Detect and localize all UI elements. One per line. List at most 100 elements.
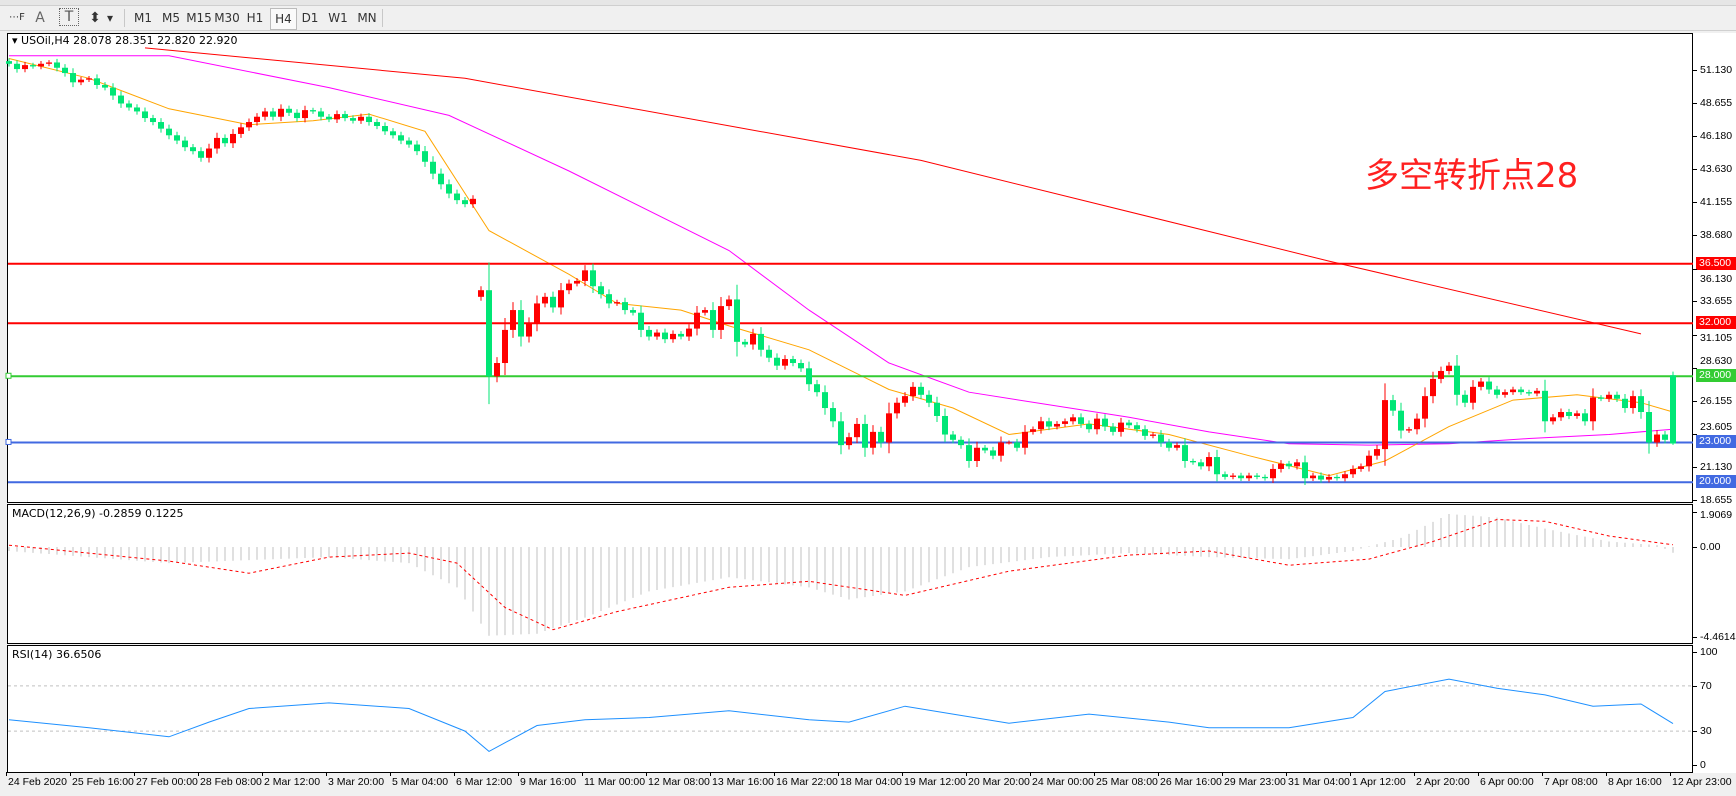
candle-body [102,84,108,88]
candle-body [310,110,316,112]
timeframe-m5[interactable]: M5 [162,11,180,25]
candle-body [1206,457,1212,467]
candle-body [6,61,12,64]
candle-body [1486,381,1492,390]
price-tick-label: 51.130 [1700,64,1733,76]
candle-body [1022,431,1028,448]
timeframe-w1[interactable]: W1 [328,11,348,25]
timeframe-m1[interactable]: M1 [134,11,152,25]
candle-body [1078,417,1084,424]
candle-body [438,173,444,185]
axis-tick [1693,652,1697,653]
date-axis-label: 5 Mar 04:00 [392,776,449,788]
rsi-panel[interactable] [7,645,1693,773]
ma-fast-line [8,58,1674,477]
toolbar-separator [382,9,383,27]
candle-body [846,437,852,446]
date-axis-label: 8 Apr 16:00 [1608,776,1662,788]
date-axis-label: 25 Feb 16:00 [72,776,134,788]
candle-body [326,116,332,120]
toolbar-separator [124,9,125,27]
candle-body [878,431,884,443]
axis-tick [1693,637,1697,638]
candle-body [1158,434,1164,443]
price-tick-label: 21.130 [1700,461,1733,474]
candle-body [302,110,308,119]
candle-body [678,333,684,337]
candle-body [1014,442,1020,448]
candle-body [718,306,724,330]
candle-body [406,140,412,145]
candle-body [942,415,948,435]
date-tick [582,772,583,776]
timeframe-m30[interactable]: M30 [214,11,240,25]
date-axis-label: 13 Mar 16:00 [712,776,774,788]
candle-body [1278,463,1284,469]
candle-body [1438,370,1444,379]
date-tick [710,772,711,776]
timeframe-mn[interactable]: MN [357,11,377,25]
candle-body [502,329,508,364]
candle-body [662,332,668,340]
text-label-icon[interactable]: T [59,8,79,26]
candle-body [606,294,612,304]
candle-body [126,103,132,108]
candle-body [822,392,828,409]
price-axis[interactable] [1693,33,1736,773]
candle-body [110,87,116,96]
arrows-icon[interactable]: ⬍ [89,10,101,26]
dropdown-icon[interactable]: ▾ [106,11,114,25]
candle-body [558,290,564,308]
candle-body [1430,378,1436,397]
price-tick-label: 18.655 [1700,494,1733,506]
date-tick [838,772,839,776]
macd-header: MACD(12,26,9) -0.2859 0.1225 [12,507,184,520]
timeframe-h4[interactable]: H4 [270,8,297,30]
candle-body [422,151,428,162]
date-tick [1222,772,1223,776]
candle-body [686,328,692,337]
date-tick [774,772,775,776]
candle-body [334,114,340,120]
grid-f-icon[interactable]: ⋯F [9,12,25,23]
candle-body [670,333,676,340]
candle-body [1030,429,1036,432]
timeframe-d1[interactable]: D1 [301,11,319,25]
date-tick [1286,772,1287,776]
axis-tick [1693,70,1697,71]
text-icon[interactable]: A [35,10,45,26]
axis-tick [1693,685,1697,687]
annotation-text[interactable]: 多空转折点28 [1365,156,1579,196]
candle-body [1302,462,1308,479]
candle-body [270,111,276,117]
timeframe-m15[interactable]: M15 [186,11,212,25]
candle-body [774,357,780,366]
candle-body [1518,389,1524,393]
price-tick-label: 46.180 [1700,129,1733,142]
macd-tick-label: -4.4614 [1700,631,1736,643]
candle-body [1622,398,1628,409]
candle-body [918,386,924,395]
candle-body [62,67,68,74]
candle-body [1086,423,1092,430]
candle-body [902,396,908,403]
axis-tick [1693,268,1697,270]
candle-body [1198,462,1204,467]
date-axis-label: 24 Feb 2020 [8,776,67,788]
candle-body [1174,445,1180,448]
axis-tick [1693,731,1697,733]
candle-body [1310,475,1316,479]
candle-body [1190,461,1196,463]
collapse-triangle-icon[interactable]: ▾ [12,34,22,47]
macd-panel[interactable] [7,504,1693,644]
candle-body [870,431,876,448]
axis-tick [1693,400,1697,402]
candle-body [1526,392,1532,394]
level-handle-icon [5,438,12,445]
date-axis-label: 7 Apr 08:00 [1544,776,1598,788]
timeframe-h1[interactable]: H1 [246,11,264,25]
candle-body [382,126,388,132]
candle-body [86,78,92,80]
date-tick [1094,772,1095,776]
candle-body [1454,365,1460,395]
